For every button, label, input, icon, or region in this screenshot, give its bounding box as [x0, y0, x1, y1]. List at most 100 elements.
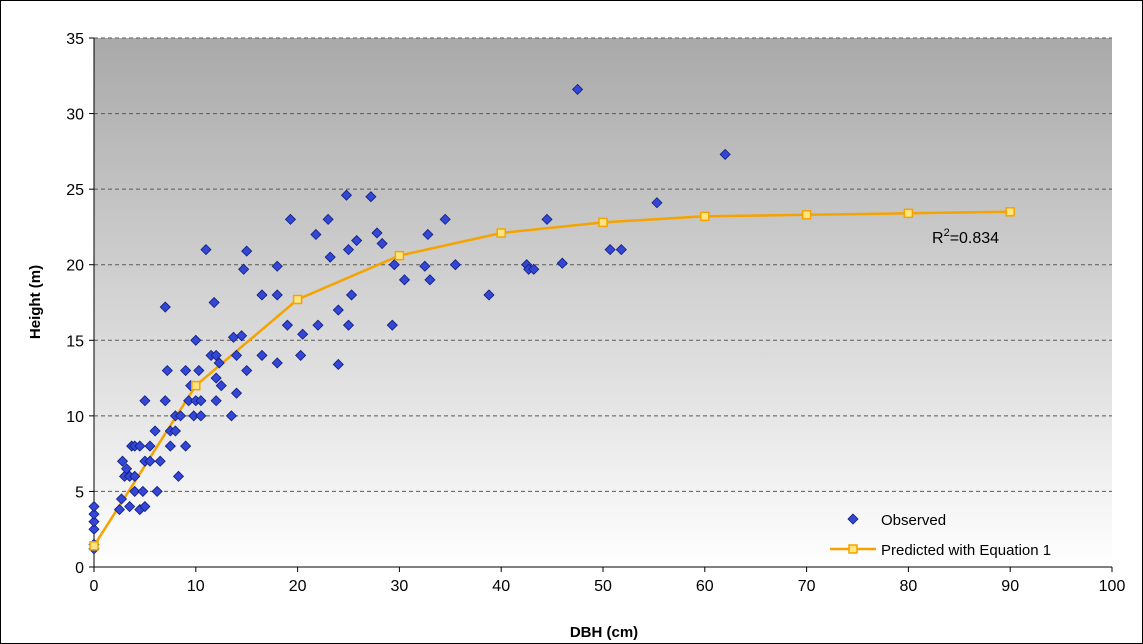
y-axis-label: Height (m) [27, 265, 44, 339]
observed-point-97 [528, 263, 540, 275]
observed-point-53 [213, 357, 225, 369]
observed-point-63 [256, 289, 268, 301]
r-squared-superscript: 2 [944, 227, 950, 239]
observed-point-2 [88, 516, 100, 528]
plot-area [94, 38, 1112, 567]
observed-point-101 [604, 244, 616, 256]
predicted-point-5 [598, 217, 608, 228]
legend-observed-marker [847, 513, 859, 525]
observed-point-10 [121, 463, 133, 475]
predicted-point-3 [394, 250, 405, 261]
y-tick-label-1: 5 [75, 484, 84, 501]
observed-point-50 [210, 372, 222, 384]
observed-point-49 [208, 296, 220, 309]
observed-point-32 [164, 440, 176, 452]
observed-point-26 [151, 485, 163, 497]
r-squared-main: R [932, 230, 944, 247]
observed-point-3 [88, 508, 100, 520]
observed-point-52 [210, 395, 222, 407]
observed-point-98 [541, 213, 553, 225]
observed-point-70 [295, 349, 307, 361]
y-tick-label-4: 20 [66, 258, 84, 275]
observed-point-59 [236, 330, 248, 342]
predicted-point-8 [903, 208, 914, 219]
observed-point-1 [88, 523, 100, 535]
observed-point-11 [124, 500, 136, 513]
observed-point-19 [137, 485, 149, 497]
observed-point-23 [144, 440, 156, 452]
observed-point-22 [139, 395, 151, 407]
observed-point-37 [180, 364, 192, 377]
y-tick-label-7: 35 [66, 31, 84, 48]
observed-point-29 [159, 395, 171, 407]
observed-point-65 [271, 289, 283, 301]
observed-point-91 [424, 274, 436, 286]
observed-point-38 [180, 440, 192, 452]
x-tick-label-0: 0 [90, 578, 99, 595]
observed-point-55 [225, 410, 237, 422]
observed-point-7 [115, 493, 128, 505]
observed-point-4 [88, 500, 100, 513]
r-squared-annotation: R2=0.834 [932, 227, 999, 247]
x-tick-label-6: 60 [696, 578, 714, 595]
predicted-point-4 [496, 228, 506, 238]
observed-point-93 [449, 259, 461, 271]
y-tick-label-3: 15 [66, 333, 84, 350]
observed-point-80 [342, 244, 355, 256]
observed-point-82 [351, 234, 363, 247]
observed-point-8 [116, 455, 129, 467]
observed-point-68 [281, 319, 293, 331]
observed-point-74 [322, 213, 334, 225]
observed-point-30 [161, 364, 173, 377]
observed-point-45 [195, 410, 207, 422]
y-tick-label-5: 25 [66, 182, 84, 199]
predicted-point-9 [1005, 207, 1015, 217]
observed-point-84 [371, 227, 383, 239]
x-tick-label-9: 90 [1001, 578, 1019, 595]
predicted-point-2 [292, 294, 303, 305]
x-tick-label-4: 40 [492, 578, 510, 595]
observed-point-34 [169, 425, 182, 437]
predicted-point-6 [700, 211, 710, 222]
observed-point-57 [230, 349, 243, 361]
observed-point-27 [154, 455, 166, 467]
r-squared-value: =0.834 [950, 230, 999, 247]
observed-point-81 [345, 289, 358, 301]
observed-point-102 [615, 244, 627, 256]
x-tick-label-1: 10 [187, 578, 205, 595]
observed-point-72 [310, 228, 322, 241]
observed-point-89 [419, 260, 431, 272]
predicted-line [92, 210, 1011, 547]
observed-point-51 [210, 349, 222, 361]
observed-point-6 [113, 504, 126, 516]
legend-predicted-label: Predicted with Equation 1 [881, 542, 1051, 559]
observed-point-85 [376, 237, 388, 250]
observed-point-79 [342, 319, 355, 331]
observed-point-16 [129, 470, 141, 482]
x-axis-label: DBH (cm) [570, 624, 638, 641]
observed-point-42 [190, 334, 202, 346]
observed-point-54 [215, 380, 227, 392]
observed-point-73 [312, 319, 324, 331]
observed-point-61 [241, 245, 253, 257]
observed-point-18 [134, 440, 146, 452]
observed-point-69 [284, 213, 297, 225]
observed-point-60 [238, 263, 250, 275]
observed-point-36 [174, 410, 187, 422]
observed-point-76 [332, 304, 344, 316]
observed-point-67 [271, 260, 283, 272]
observed-point-77 [332, 358, 344, 371]
observed-point-46 [195, 395, 207, 407]
x-tick-label-10: 100 [1099, 578, 1126, 595]
observed-point-24 [144, 455, 156, 467]
predicted-point-7 [801, 210, 812, 220]
observed-point-78 [340, 189, 353, 201]
observed-point-25 [149, 425, 161, 437]
observed-point-88 [398, 274, 411, 286]
observed-point-66 [271, 357, 283, 369]
observed-point-20 [139, 500, 151, 513]
observed-point-62 [241, 364, 253, 377]
observed-point-14 [129, 485, 141, 497]
observed-point-64 [256, 349, 268, 361]
